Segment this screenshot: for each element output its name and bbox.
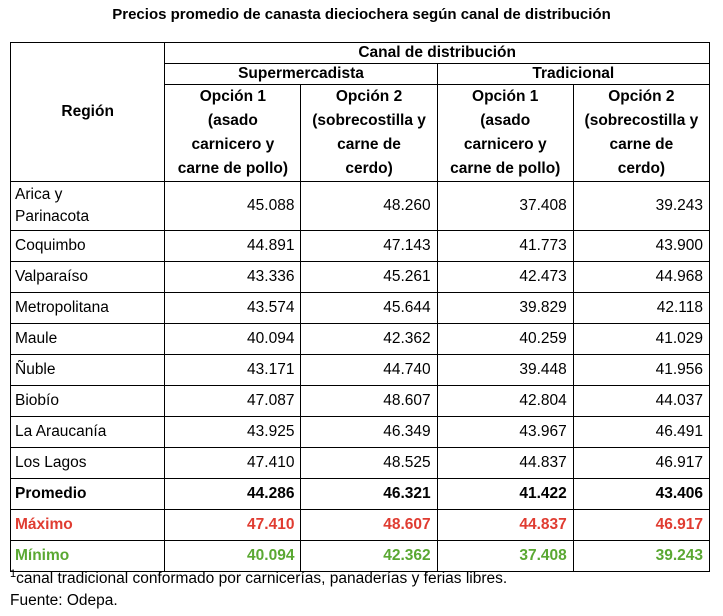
region-cell: Valparaíso [9, 261, 166, 293]
value-cell: 47.410 [164, 509, 302, 541]
value-cell: 44.740 [300, 354, 438, 386]
value-cell: 42.362 [300, 540, 438, 572]
header-sup-opcion-1: Opción 1 (asado carnicero y carne de pol… [164, 84, 302, 182]
header-tradicional: Tradicional [436, 63, 711, 85]
promedio-row: Promedio 44.286 46.321 41.422 43.406 [9, 478, 711, 510]
value-cell: 39.829 [436, 292, 574, 324]
value-cell: 43.406 [572, 478, 711, 510]
minimo-row: Mínimo 40.094 42.362 37.408 39.243 [9, 540, 711, 572]
table-row: Los Lagos 47.410 48.525 44.837 46.917 [9, 447, 711, 479]
value-cell: 47.143 [300, 230, 438, 262]
value-cell: 46.349 [300, 416, 438, 448]
value-cell: 37.408 [436, 181, 574, 231]
value-cell: 42.804 [436, 385, 574, 417]
value-cell: 39.243 [572, 540, 711, 572]
region-cell: Coquimbo [9, 230, 166, 262]
header-region: Región [9, 42, 166, 182]
value-cell: 43.336 [164, 261, 302, 293]
header-sup-opcion-2: Opción 2 (sobrecostilla y carne de cerdo… [300, 84, 438, 182]
value-cell: 40.259 [436, 323, 574, 355]
table-row: La Araucanía 43.925 46.349 43.967 46.491 [9, 416, 711, 448]
value-cell: 46.917 [572, 509, 711, 541]
region-cell: Arica y Parinacota [9, 181, 166, 231]
value-cell: 39.448 [436, 354, 574, 386]
value-cell: 44.891 [164, 230, 302, 262]
value-cell: 43.900 [572, 230, 711, 262]
value-cell: 43.967 [436, 416, 574, 448]
table-row: Maule 40.094 42.362 40.259 41.029 [9, 323, 711, 355]
maximo-label: Máximo [9, 509, 166, 541]
value-cell: 42.118 [572, 292, 711, 324]
value-cell: 41.422 [436, 478, 574, 510]
header-supermercadista: Supermercadista [164, 63, 438, 85]
footnote-line: 1canal tradicional conformado por carnic… [10, 568, 507, 590]
table-row: Coquimbo 44.891 47.143 41.773 43.900 [9, 230, 711, 262]
region-cell: Metropolitana [9, 292, 166, 324]
value-cell: 46.917 [572, 447, 711, 479]
value-cell: 44.837 [436, 509, 574, 541]
value-cell: 42.362 [300, 323, 438, 355]
region-cell: Maule [9, 323, 166, 355]
value-cell: 45.088 [164, 181, 302, 231]
table-row: Arica y Parinacota 45.088 48.260 37.408 … [9, 181, 711, 231]
footnote-text: canal tradicional conformado por carnice… [16, 570, 508, 587]
price-table: Región Canal de distribución Supermercad… [9, 42, 711, 572]
value-cell: 46.321 [300, 478, 438, 510]
value-cell: 48.260 [300, 181, 438, 231]
region-cell: Biobío [9, 385, 166, 417]
header-tra-opcion-1: Opción 1 (asado carnicero y carne de pol… [436, 84, 574, 182]
region-cell: Ñuble [9, 354, 166, 386]
value-cell: 41.029 [572, 323, 711, 355]
table-row: Metropolitana 43.574 45.644 39.829 42.11… [9, 292, 711, 324]
value-cell: 48.607 [300, 509, 438, 541]
maximo-row: Máximo 47.410 48.607 44.837 46.917 [9, 509, 711, 541]
value-cell: 41.773 [436, 230, 574, 262]
value-cell: 43.574 [164, 292, 302, 324]
value-cell: 45.261 [300, 261, 438, 293]
value-cell: 37.408 [436, 540, 574, 572]
value-cell: 48.525 [300, 447, 438, 479]
footnote-marker: 1 [10, 567, 17, 580]
source-line: Fuente: Odepa. [10, 592, 118, 609]
value-cell: 48.607 [300, 385, 438, 417]
value-cell: 44.968 [572, 261, 711, 293]
table-row: Ñuble 43.171 44.740 39.448 41.956 [9, 354, 711, 386]
value-cell: 40.094 [164, 323, 302, 355]
value-cell: 41.956 [572, 354, 711, 386]
region-cell: La Araucanía [9, 416, 166, 448]
promedio-label: Promedio [9, 478, 166, 510]
value-cell: 44.837 [436, 447, 574, 479]
footnote: 1canal tradicional conformado por carnic… [10, 568, 507, 612]
value-cell: 42.473 [436, 261, 574, 293]
table-title: Precios promedio de canasta dieciochera … [112, 6, 611, 23]
value-cell: 45.644 [300, 292, 438, 324]
region-cell: Los Lagos [9, 447, 166, 479]
header-tra-opcion-2: Opción 2 (sobrecostilla y carne de cerdo… [572, 84, 711, 182]
value-cell: 44.286 [164, 478, 302, 510]
value-cell: 46.491 [572, 416, 711, 448]
table-row: Valparaíso 43.336 45.261 42.473 44.968 [9, 261, 711, 293]
table-row: Biobío 47.087 48.607 42.804 44.037 [9, 385, 711, 417]
value-cell: 43.925 [164, 416, 302, 448]
value-cell: 40.094 [164, 540, 302, 572]
value-cell: 44.037 [572, 385, 711, 417]
value-cell: 43.171 [164, 354, 302, 386]
value-cell: 47.410 [164, 447, 302, 479]
value-cell: 39.243 [572, 181, 711, 231]
header-canal: Canal de distribución [164, 42, 710, 64]
minimo-label: Mínimo [9, 540, 166, 572]
value-cell: 47.087 [164, 385, 302, 417]
